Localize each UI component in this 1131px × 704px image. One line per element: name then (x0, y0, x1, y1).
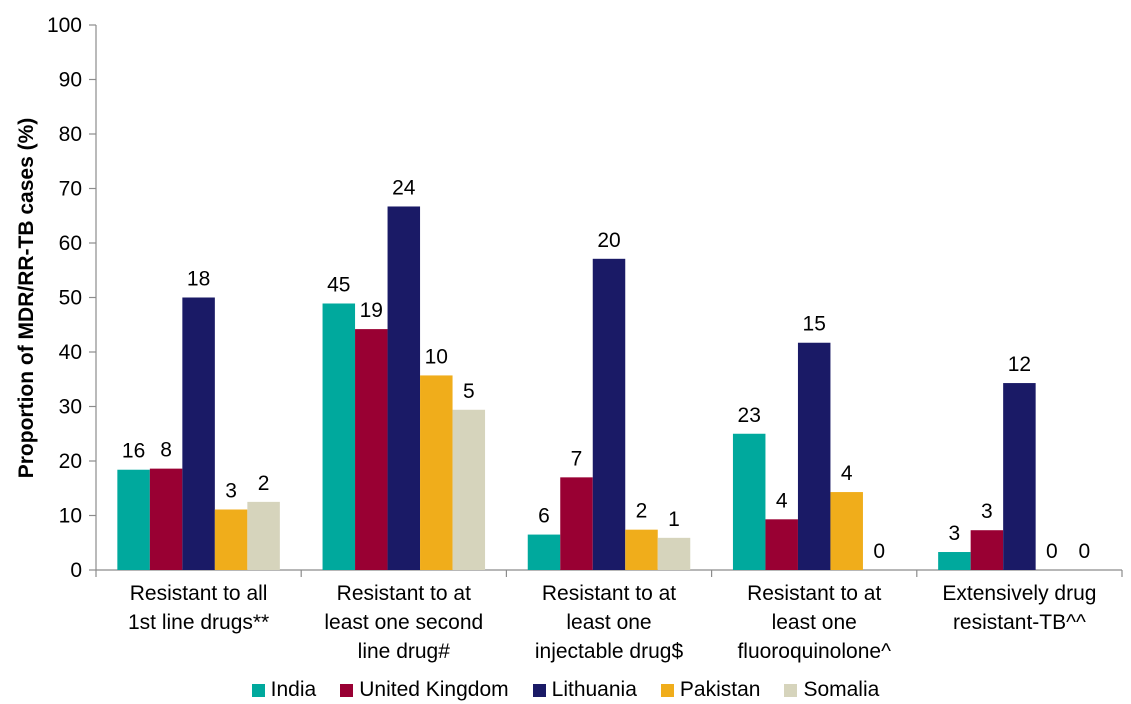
x-axis (95, 569, 1123, 577)
x-category-label: Resistant to at (337, 582, 471, 605)
legend-swatch (784, 683, 798, 697)
legend-item-lithuania: Lithuania (532, 678, 637, 702)
bar-lithuania-2 (592, 258, 626, 570)
data-label: 15 (803, 313, 826, 336)
y-tick-label: 70 (59, 178, 82, 201)
data-label: 2 (636, 500, 648, 523)
y-tick-label: 30 (59, 396, 82, 419)
x-category-label: least one (566, 611, 651, 634)
bar-united-kingdom-2 (560, 477, 593, 570)
bar-india-4 (938, 552, 971, 570)
data-label: 16 (122, 440, 145, 463)
x-category-label: fluoroquinolone^ (737, 640, 891, 663)
bar-united-kingdom-0 (149, 468, 183, 570)
legend-label: India (270, 678, 317, 701)
y-tick-label: 80 (59, 123, 82, 146)
legend-swatch (340, 683, 354, 697)
y-axis: 0 10 20 30 40 50 60 70 80 90 100 (47, 14, 97, 582)
y-tick-label: 10 (59, 505, 82, 528)
data-label: 0 (1079, 540, 1091, 563)
bar-india-1 (322, 303, 356, 570)
bar-lithuania-4 (1003, 383, 1036, 570)
legend-label: Lithuania (551, 678, 637, 701)
x-category-label: Resistant to at (747, 582, 881, 605)
data-label: 0 (1046, 540, 1058, 563)
y-tick-label: 40 (59, 341, 82, 364)
data-label: 18 (187, 268, 210, 291)
x-category-label: Extensively drug (942, 582, 1096, 605)
legend-item-india: India (251, 678, 317, 702)
data-label: 6 (538, 505, 550, 528)
bar-united-kingdom-1 (355, 329, 388, 570)
data-label: 12 (1008, 353, 1031, 376)
bar-pakistan-2 (625, 529, 658, 570)
x-category-label: Resistant to all (130, 582, 268, 605)
y-tick-label: 90 (59, 69, 82, 92)
data-label: 10 (425, 345, 448, 368)
category-labels-group: Resistant to all 1st line drugs** Resistan… (128, 582, 1096, 663)
data-label: 4 (776, 489, 788, 512)
legend: India United Kingdom Lithuania Pakistan Soma… (0, 676, 1131, 704)
data-label: 3 (949, 522, 961, 545)
bar-pakistan-0 (214, 509, 248, 570)
data-label: 7 (571, 447, 583, 470)
data-label: 19 (360, 299, 383, 322)
y-axis-title: Proportion of MDR/RR-TB cases (%) (15, 118, 38, 479)
legend-swatch (251, 683, 265, 697)
bar-somalia-2 (657, 537, 691, 570)
data-label: 24 (392, 176, 416, 199)
bar-india-3 (732, 433, 766, 570)
bar-somalia-1 (452, 409, 486, 570)
legend-swatch (660, 683, 674, 697)
x-category-label: Resistant to at (542, 582, 676, 605)
bars-group (117, 206, 1036, 571)
bar-somalia-0 (247, 501, 280, 570)
y-tick-label: 50 (59, 287, 82, 310)
bar-lithuania-1 (387, 206, 421, 571)
bar-pakistan-3 (830, 492, 863, 570)
legend-swatch (532, 683, 546, 697)
legend-label: Somalia (803, 678, 880, 701)
data-label: 23 (738, 404, 761, 427)
legend-item-somalia: Somalia (784, 678, 879, 702)
data-label: 8 (160, 439, 172, 462)
bar-united-kingdom-3 (765, 519, 798, 570)
y-tick-label: 60 (59, 232, 82, 255)
y-tick-label: 100 (47, 14, 82, 37)
bar-lithuania-3 (797, 342, 831, 570)
data-label: 3 (981, 500, 993, 523)
data-label: 2 (258, 472, 270, 495)
bar-lithuania-0 (182, 297, 215, 570)
bar-india-2 (527, 534, 561, 570)
data-label: 20 (597, 229, 620, 252)
x-category-label: 1st line drugs** (128, 611, 269, 634)
legend-label: United Kingdom (359, 678, 509, 701)
data-label: 45 (327, 273, 350, 296)
x-category-label: resistant-TB^^ (953, 611, 1086, 634)
data-label: 5 (463, 380, 475, 403)
legend-label: Pakistan (679, 678, 761, 701)
bar-india-0 (117, 469, 150, 570)
x-category-label: least one second (324, 611, 483, 634)
y-tick-label: 0 (70, 559, 82, 582)
bar-united-kingdom-4 (970, 530, 1004, 570)
data-label: 4 (841, 462, 853, 485)
legend-item-united-kingdom: United Kingdom (340, 678, 509, 702)
x-category-label: line drug# (358, 640, 451, 663)
x-category-label: least one (772, 611, 857, 634)
y-tick-label: 20 (59, 450, 82, 473)
data-label: 3 (225, 480, 237, 503)
data-label: 1 (668, 508, 680, 531)
x-category-label: injectable drug$ (535, 640, 684, 663)
data-label: 0 (873, 540, 885, 563)
legend-item-pakistan: Pakistan (660, 678, 761, 702)
bar-pakistan-1 (420, 375, 453, 570)
